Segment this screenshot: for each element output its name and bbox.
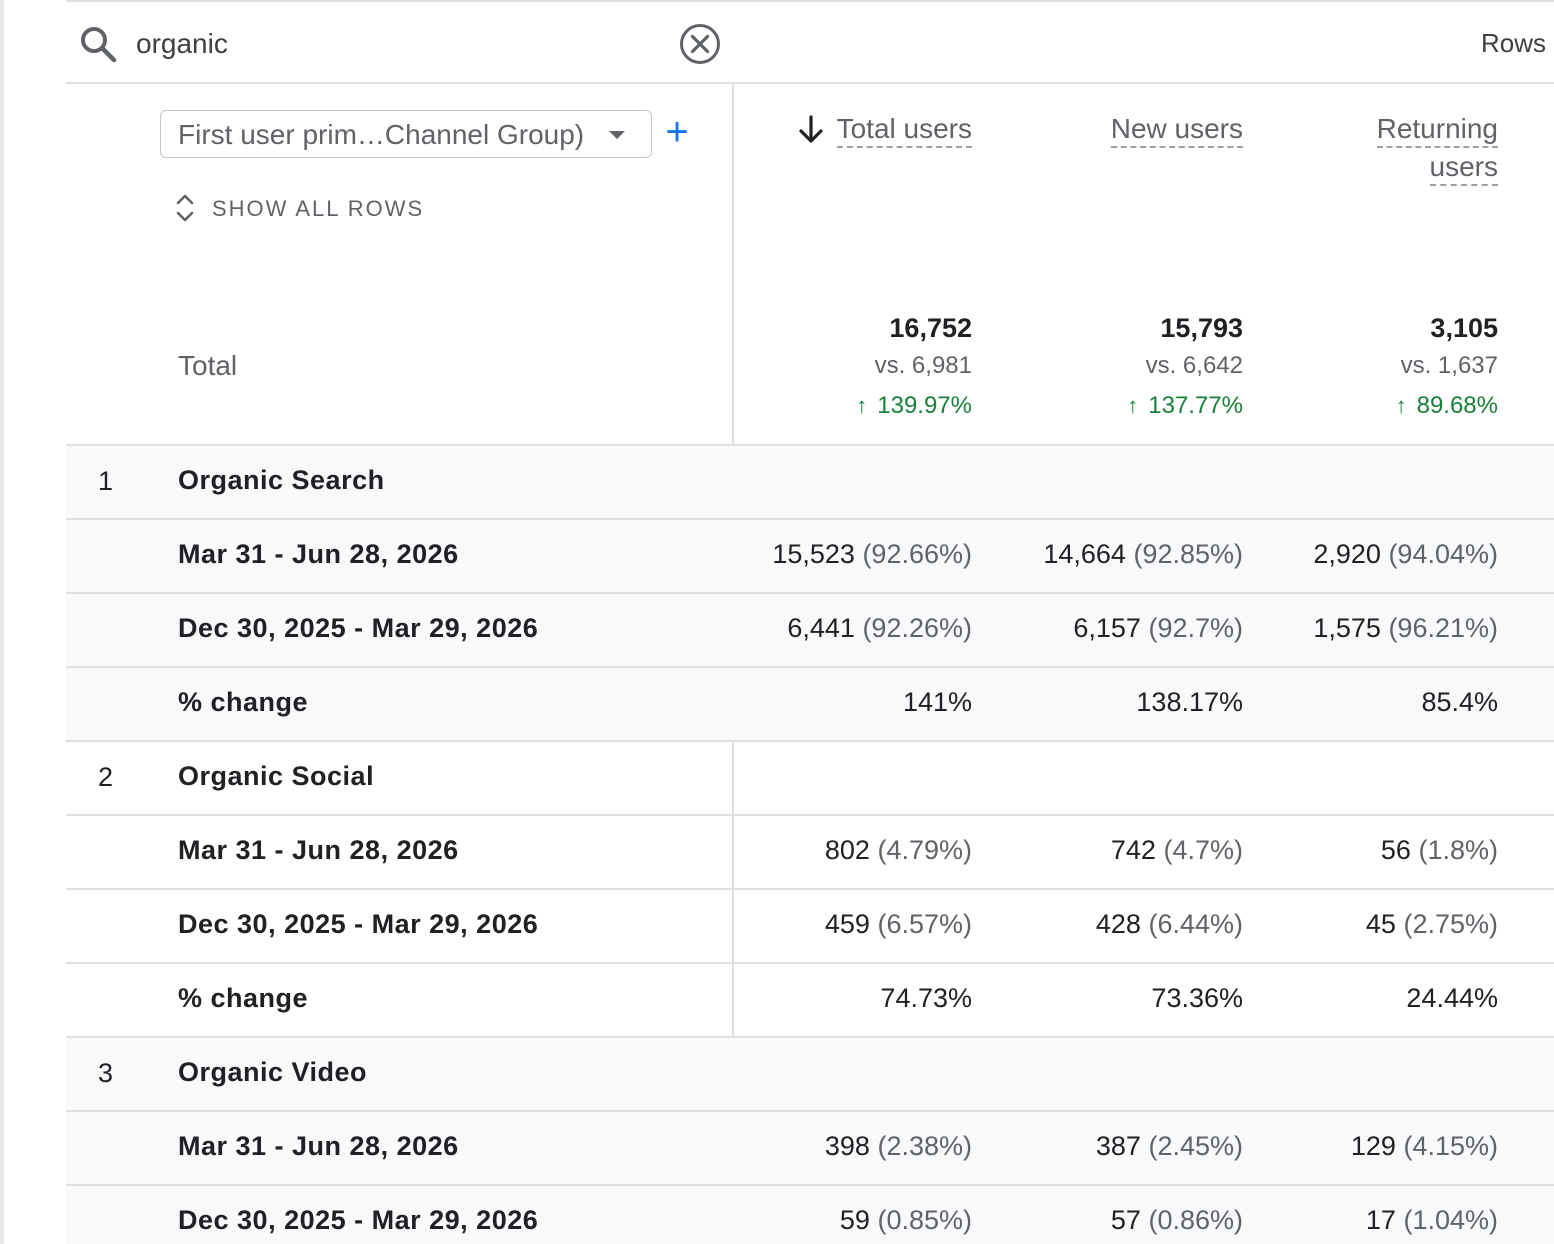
column-header-total-users[interactable]: Total users bbox=[836, 110, 972, 148]
totals-label: Total bbox=[178, 350, 238, 381]
column-header-label: New users bbox=[1110, 110, 1243, 148]
table-cell: 138.17% bbox=[1136, 687, 1243, 717]
add-dimension-button[interactable]: + bbox=[665, 110, 689, 154]
search-toolbar: Rows bbox=[66, 0, 1554, 84]
table-cell: 802 (4.79%) bbox=[824, 835, 972, 865]
column-header-label: users bbox=[1377, 148, 1498, 186]
table-cell: 74.73% bbox=[880, 983, 972, 1013]
row-label: Mar 31 - Jun 28, 2026 bbox=[178, 1131, 459, 1161]
total-comparison: vs. 6,981 bbox=[874, 352, 972, 379]
row-label: Organic Social bbox=[178, 761, 375, 791]
table-cell: 6,157 (92.7%) bbox=[1073, 613, 1243, 643]
total-value: 16,752 bbox=[889, 313, 972, 343]
rows-per-page-label[interactable]: Rows bbox=[1480, 28, 1546, 58]
table-cell: 6,441 (92.26%) bbox=[787, 613, 972, 643]
row-label: % change bbox=[178, 983, 309, 1013]
table-cell: 73.36% bbox=[1151, 983, 1243, 1013]
table-cell: 141% bbox=[902, 687, 972, 717]
total-value: 15,793 bbox=[1160, 313, 1243, 343]
table-cell: 459 (6.57%) bbox=[824, 909, 972, 939]
table-cell: 17 (1.04%) bbox=[1365, 1205, 1498, 1235]
column-header-label: Total users bbox=[836, 110, 972, 148]
unfold-icon bbox=[176, 194, 194, 222]
total-cell-total-users: 16,752 vs. 6,981 ↑ 139.97% bbox=[856, 310, 972, 426]
row-label: Organic Search bbox=[178, 465, 385, 495]
total-comparison: vs. 1,637 bbox=[1400, 352, 1498, 379]
column-header-label: Returning bbox=[1376, 110, 1498, 148]
row-index: 1 bbox=[98, 466, 114, 496]
table-row: Mar 31 - Jun 28, 2026 398 (2.38%) 387 (2… bbox=[66, 1112, 1554, 1186]
arrow-up-icon: ↑ bbox=[1127, 393, 1139, 418]
primary-dimension-label: First user prim…Channel Group) bbox=[178, 119, 585, 150]
total-comparison: vs. 6,642 bbox=[1145, 352, 1243, 379]
table-cell: 387 (2.45%) bbox=[1095, 1131, 1243, 1161]
chevron-down-icon bbox=[609, 131, 625, 139]
table-row-group[interactable]: 1 Organic Search bbox=[66, 446, 1554, 520]
total-change: ↑ 89.68% bbox=[1396, 386, 1498, 426]
show-all-rows-label: SHOW ALL ROWS bbox=[212, 196, 425, 221]
table-cell: 24.44% bbox=[1406, 983, 1498, 1013]
column-header-new-users[interactable]: New users bbox=[1110, 110, 1243, 148]
total-cell-returning-users: 3,105 vs. 1,637 ↑ 89.68% bbox=[1396, 310, 1498, 426]
table-row: Dec 30, 2025 - Mar 29, 2026 459 (6.57%) … bbox=[66, 890, 1554, 964]
total-cell-new-users: 15,793 vs. 6,642 ↑ 137.77% bbox=[1127, 310, 1243, 426]
table-cell: 85.4% bbox=[1421, 687, 1498, 717]
table-row-group[interactable]: 3 Organic Video bbox=[66, 1038, 1554, 1112]
table-cell: 57 (0.86%) bbox=[1110, 1205, 1243, 1235]
table-cell: 15,523 (92.66%) bbox=[772, 539, 972, 569]
sort-descending-icon[interactable] bbox=[796, 114, 826, 146]
table-cell: 1,575 (96.21%) bbox=[1313, 613, 1498, 643]
table-row: % change 141% 138.17% 85.4% bbox=[66, 668, 1554, 742]
table-cell: 742 (4.7%) bbox=[1110, 835, 1243, 865]
row-label: Organic Video bbox=[178, 1057, 368, 1087]
table-row-group[interactable]: 2 Organic Social bbox=[66, 742, 1554, 816]
row-label: Mar 31 - Jun 28, 2026 bbox=[178, 835, 459, 865]
row-label: Dec 30, 2025 - Mar 29, 2026 bbox=[178, 909, 539, 939]
table-row: Mar 31 - Jun 28, 2026 802 (4.79%) 742 (4… bbox=[66, 816, 1554, 890]
total-change: ↑ 139.97% bbox=[856, 386, 972, 426]
table-cell: 59 (0.85%) bbox=[839, 1205, 972, 1235]
row-index: 3 bbox=[98, 1058, 114, 1088]
table-row: Dec 30, 2025 - Mar 29, 2026 6,441 (92.26… bbox=[66, 594, 1554, 668]
table-cell: 129 (4.15%) bbox=[1350, 1131, 1498, 1161]
table-cell: 2,920 (94.04%) bbox=[1313, 539, 1498, 569]
row-index: 2 bbox=[98, 762, 114, 792]
column-header-returning-users[interactable]: Returning users bbox=[1376, 110, 1498, 186]
search-icon bbox=[81, 27, 117, 63]
left-divider bbox=[0, 0, 4, 1244]
table-divider bbox=[66, 444, 1554, 446]
table-cell: 428 (6.44%) bbox=[1095, 909, 1243, 939]
total-value: 3,105 bbox=[1430, 313, 1498, 343]
arrow-up-icon: ↑ bbox=[1395, 393, 1407, 418]
table-row: Dec 30, 2025 - Mar 29, 2026 59 (0.85%) 5… bbox=[66, 1186, 1554, 1244]
row-label: % change bbox=[178, 687, 309, 717]
table-cell: 45 (2.75%) bbox=[1365, 909, 1498, 939]
table-cell: 14,664 (92.85%) bbox=[1043, 539, 1243, 569]
search-input[interactable] bbox=[136, 22, 656, 66]
row-label: Mar 31 - Jun 28, 2026 bbox=[178, 539, 459, 569]
table-row: % change 74.73% 73.36% 24.44% bbox=[66, 964, 1554, 1038]
row-label: Dec 30, 2025 - Mar 29, 2026 bbox=[178, 1205, 539, 1235]
arrow-up-icon: ↑ bbox=[856, 393, 868, 418]
table-cell: 56 (1.8%) bbox=[1380, 835, 1498, 865]
row-label: Dec 30, 2025 - Mar 29, 2026 bbox=[178, 613, 539, 643]
table-cell: 398 (2.38%) bbox=[824, 1131, 972, 1161]
table-row: Mar 31 - Jun 28, 2026 15,523 (92.66%) 14… bbox=[66, 520, 1554, 594]
primary-dimension-select[interactable]: First user prim…Channel Group) bbox=[160, 110, 652, 158]
clear-search-icon[interactable] bbox=[678, 22, 722, 66]
total-change: ↑ 137.77% bbox=[1127, 386, 1243, 426]
